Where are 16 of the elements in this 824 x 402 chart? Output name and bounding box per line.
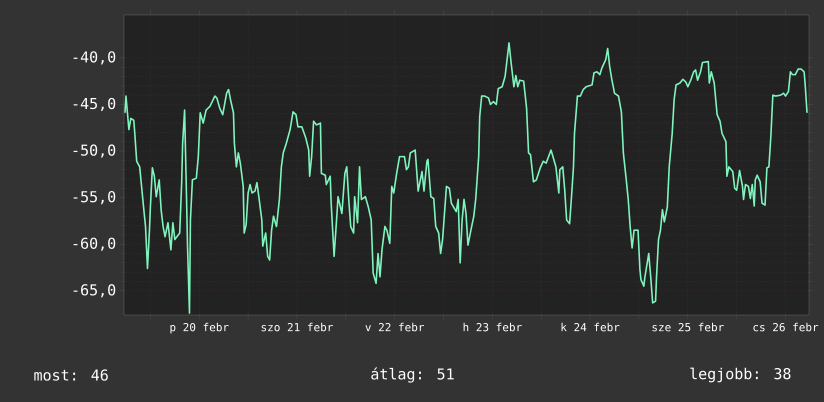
- y-tick-label: -40,0: [74, 51, 116, 64]
- y-tick-label: -65,0: [74, 284, 116, 298]
- y-tick-label: -55,0: [74, 190, 116, 204]
- x-tick-label: szo 21 febr: [262, 322, 333, 332]
- x-tick-label: sze 25 febr: [652, 322, 724, 332]
- text: most: 46: [34, 369, 108, 381]
- text: legjobb: 38: [690, 368, 790, 382]
- x-tick-label: cs 26 febr: [753, 322, 818, 332]
- x-tick-label: k 24 febr: [562, 322, 620, 332]
- x-tick-label: v 22 febr: [365, 322, 424, 332]
- y-tick-label: -45,0: [74, 98, 116, 112]
- x-tick-label: p 20 febr: [170, 322, 229, 334]
- text: átlag: 51: [371, 367, 454, 383]
- y-tick-label: -50,0: [74, 144, 116, 158]
- y-tick-label: -60,0: [74, 238, 116, 251]
- x-tick-label: h 23 febr: [464, 322, 522, 332]
